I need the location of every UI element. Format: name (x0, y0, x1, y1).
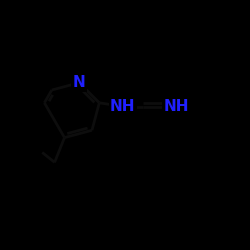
Text: N: N (73, 75, 86, 90)
Text: NH: NH (164, 99, 189, 114)
Text: NH: NH (110, 99, 136, 114)
